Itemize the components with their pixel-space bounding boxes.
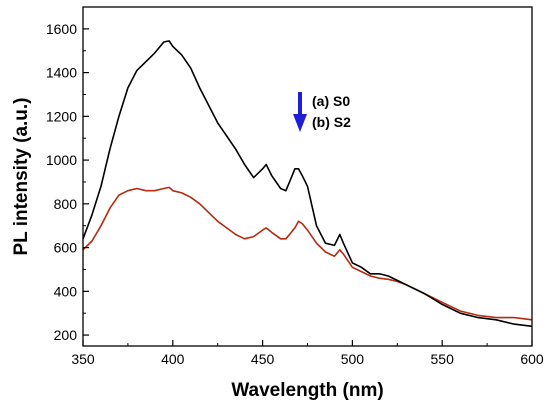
x-tick-label: 450 <box>251 351 275 367</box>
x-tick-label: 600 <box>520 351 544 367</box>
y-tick-label: 1400 <box>46 65 77 81</box>
x-tick-label: 350 <box>71 351 95 367</box>
series-layer <box>82 40 533 328</box>
y-tick-label: 800 <box>54 196 78 212</box>
y-tick-label: 400 <box>54 283 78 299</box>
legend: (a) S0 (b) S2 <box>293 92 351 132</box>
y-tick-label: 200 <box>54 327 78 343</box>
y-axis-title: PL intensity (a.u.) <box>11 97 32 255</box>
legend-arrow-icon <box>293 114 307 132</box>
legend-label-s0: (a) S0 <box>312 93 350 109</box>
series-line-s0 <box>82 40 533 328</box>
axes-layer: 350 400 450 500 550 600 200 400 600 800 1000 1200 14… <box>11 6 544 401</box>
x-tick-label: 500 <box>341 351 365 367</box>
legend-label-s2: (b) S2 <box>312 114 351 130</box>
x-tick-label: 550 <box>431 351 455 367</box>
y-tick-label: 600 <box>54 240 78 256</box>
series-line-s2 <box>82 186 533 321</box>
x-axis-title: Wavelength (nm) <box>231 380 383 401</box>
x-tick-label: 400 <box>161 351 185 367</box>
y-tick-label: 1600 <box>46 21 77 37</box>
y-tick-label: 1000 <box>46 152 77 168</box>
y-tick-label: 1200 <box>46 108 77 124</box>
